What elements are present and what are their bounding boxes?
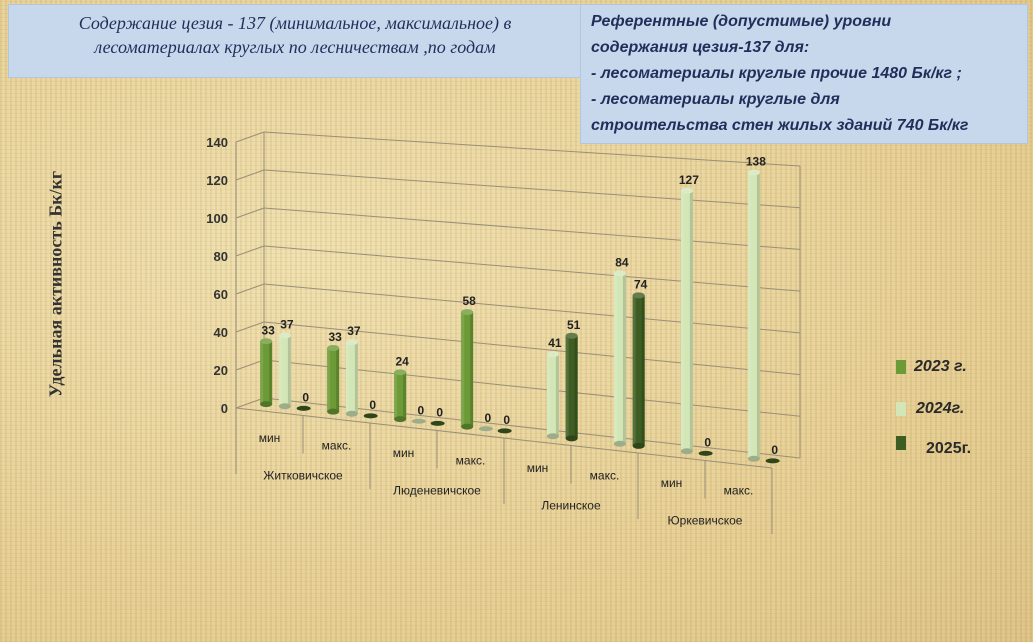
side-gridline-80 [235, 245, 265, 257]
bar-2025г-5 [632, 292, 645, 449]
group-label: Житковичское [263, 469, 343, 483]
y-tick-label-60: 60 [214, 287, 228, 302]
y-tick-label-20: 20 [214, 363, 228, 378]
data-label: 127 [679, 173, 699, 187]
title-panel: Содержание цезия - 137 (минимальное, мак… [8, 4, 582, 78]
data-label: 0 [418, 403, 425, 417]
gridline-100 [263, 207, 801, 250]
legend-label-2023: 2023 г. [914, 358, 967, 375]
data-label: 37 [280, 318, 294, 332]
reference-line-2: содержания цезия-137 для: [591, 39, 810, 56]
data-label: 0 [302, 390, 309, 404]
group-label: Ленинское [541, 499, 601, 513]
data-label: 138 [746, 155, 766, 169]
reference-line-1: Референтные (допустимые) уровни [591, 13, 892, 30]
data-label: 0 [704, 435, 711, 449]
category-label: мин [393, 446, 415, 460]
category-label: макс. [590, 468, 620, 482]
side-gridline-40 [235, 321, 265, 333]
data-label: 41 [548, 336, 562, 350]
data-label: 0 [503, 413, 510, 427]
data-label: 0 [369, 398, 376, 412]
legend-label-2025: 2025г. [926, 440, 972, 457]
category-label: мин [259, 431, 281, 445]
gridline-80 [263, 245, 801, 292]
data-label: 74 [634, 277, 648, 291]
bar-2023г-1 [327, 345, 340, 415]
bar-2024г-4 [546, 351, 559, 440]
bar-2023г-2 [394, 369, 407, 423]
chart-title-line2: лесоматериалах круглых по лесничествам ,… [94, 37, 496, 57]
bar-2025г-6 [698, 450, 713, 456]
y-tick-label-80: 80 [214, 249, 228, 264]
y-tick-label-140: 140 [206, 135, 228, 150]
bar-2025г-4 [565, 332, 578, 442]
bar-2024г-2 [411, 418, 426, 424]
data-label: 0 [436, 405, 443, 419]
data-label: 37 [347, 324, 361, 338]
side-gridline-60 [235, 283, 265, 295]
side-gridline-0 [235, 397, 265, 409]
bar-2024г-6 [680, 187, 693, 455]
gridline-40 [263, 321, 801, 376]
category-label: мин [661, 476, 683, 490]
reference-levels-panel: Референтные (допустимые) уровни содержан… [580, 4, 1028, 144]
data-label: 0 [485, 411, 492, 425]
bar-2024г-1 [345, 339, 358, 417]
gridline-140 [263, 131, 801, 167]
bar-2024г-5 [613, 270, 626, 447]
chart-title-line1: Содержание цезия - 137 (минимальное, мак… [78, 13, 512, 33]
category-label: макс. [724, 483, 754, 497]
bar-2025г-2 [430, 420, 445, 426]
gridline-120 [263, 169, 801, 209]
category-label: макс. [322, 438, 352, 452]
category-label: мин [527, 461, 549, 475]
bar-2023г-3 [461, 309, 474, 430]
data-label: 24 [395, 354, 409, 368]
legend-swatch-2025 [896, 436, 906, 450]
side-gridline-140 [235, 131, 265, 143]
side-gridline-20 [235, 359, 265, 371]
bar-2024г-3 [478, 426, 493, 432]
y-tick-label-120: 120 [206, 173, 228, 188]
data-label: 0 [771, 443, 778, 457]
bar-2024г-7 [747, 169, 760, 462]
legend-label-2024: 2024г. [916, 400, 965, 417]
bar-2025г-7 [765, 458, 780, 464]
side-gridline-120 [235, 169, 265, 181]
bar-2024г-0 [278, 332, 291, 410]
legend-swatch-2024 [896, 402, 906, 416]
data-label: 51 [567, 318, 581, 332]
gridline-20 [263, 359, 801, 417]
reference-line-4: - лесоматериалы круглые для [591, 91, 840, 108]
reference-line-3: - лесоматериалы круглые прочие 1480 Бк/к… [591, 65, 962, 82]
bar-2025г-3 [497, 428, 512, 434]
group-label: Юркевичское [668, 514, 743, 528]
y-tick-label-0: 0 [221, 401, 228, 416]
bar-2025г-1 [363, 413, 378, 419]
legend-swatch-2023 [896, 360, 906, 374]
data-label: 33 [328, 330, 342, 344]
group-label: Люденевичское [393, 484, 481, 498]
side-gridline-100 [235, 207, 265, 219]
data-label: 84 [615, 255, 629, 269]
chart-title: Содержание цезия - 137 (минимальное, мак… [9, 11, 581, 59]
reference-line-5: строительства стен жилых зданий 740 Бк/к… [591, 117, 969, 134]
data-label: 33 [261, 323, 275, 337]
y-tick-label-40: 40 [214, 325, 228, 340]
bar-2025г-0 [296, 405, 311, 411]
bar-2023г-0 [260, 338, 273, 408]
gridline-60 [263, 283, 801, 334]
data-label: 58 [462, 294, 476, 308]
y-tick-label-100: 100 [206, 211, 228, 226]
category-label: макс. [456, 453, 486, 467]
